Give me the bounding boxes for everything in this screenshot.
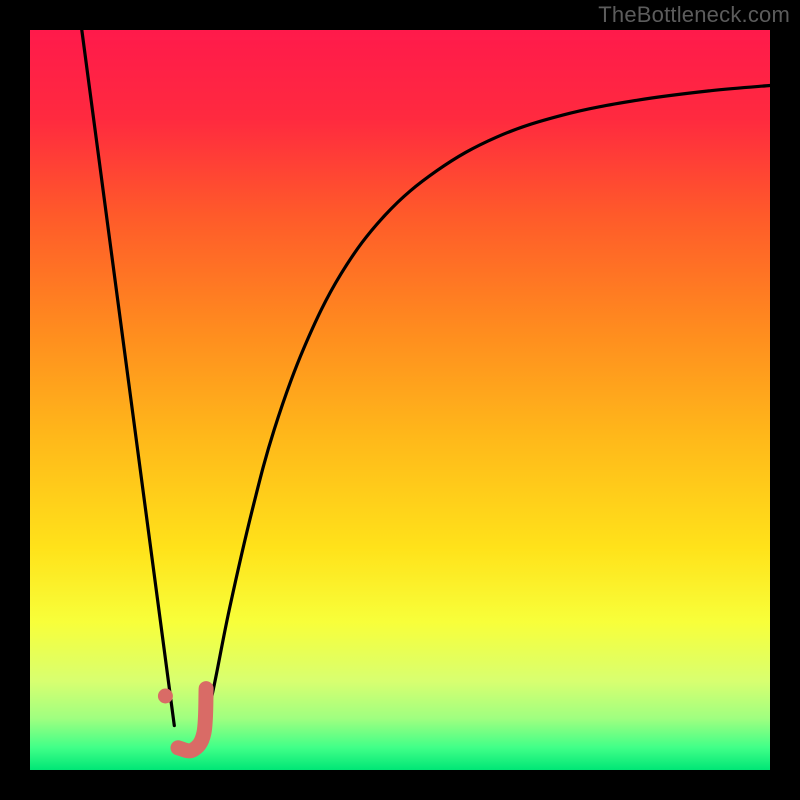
watermark-text: TheBottleneck.com <box>598 2 790 28</box>
chart-container: TheBottleneck.com <box>0 0 800 800</box>
chart-svg <box>0 0 800 800</box>
chart-plot-area <box>30 30 770 770</box>
marker-dot <box>158 689 173 704</box>
